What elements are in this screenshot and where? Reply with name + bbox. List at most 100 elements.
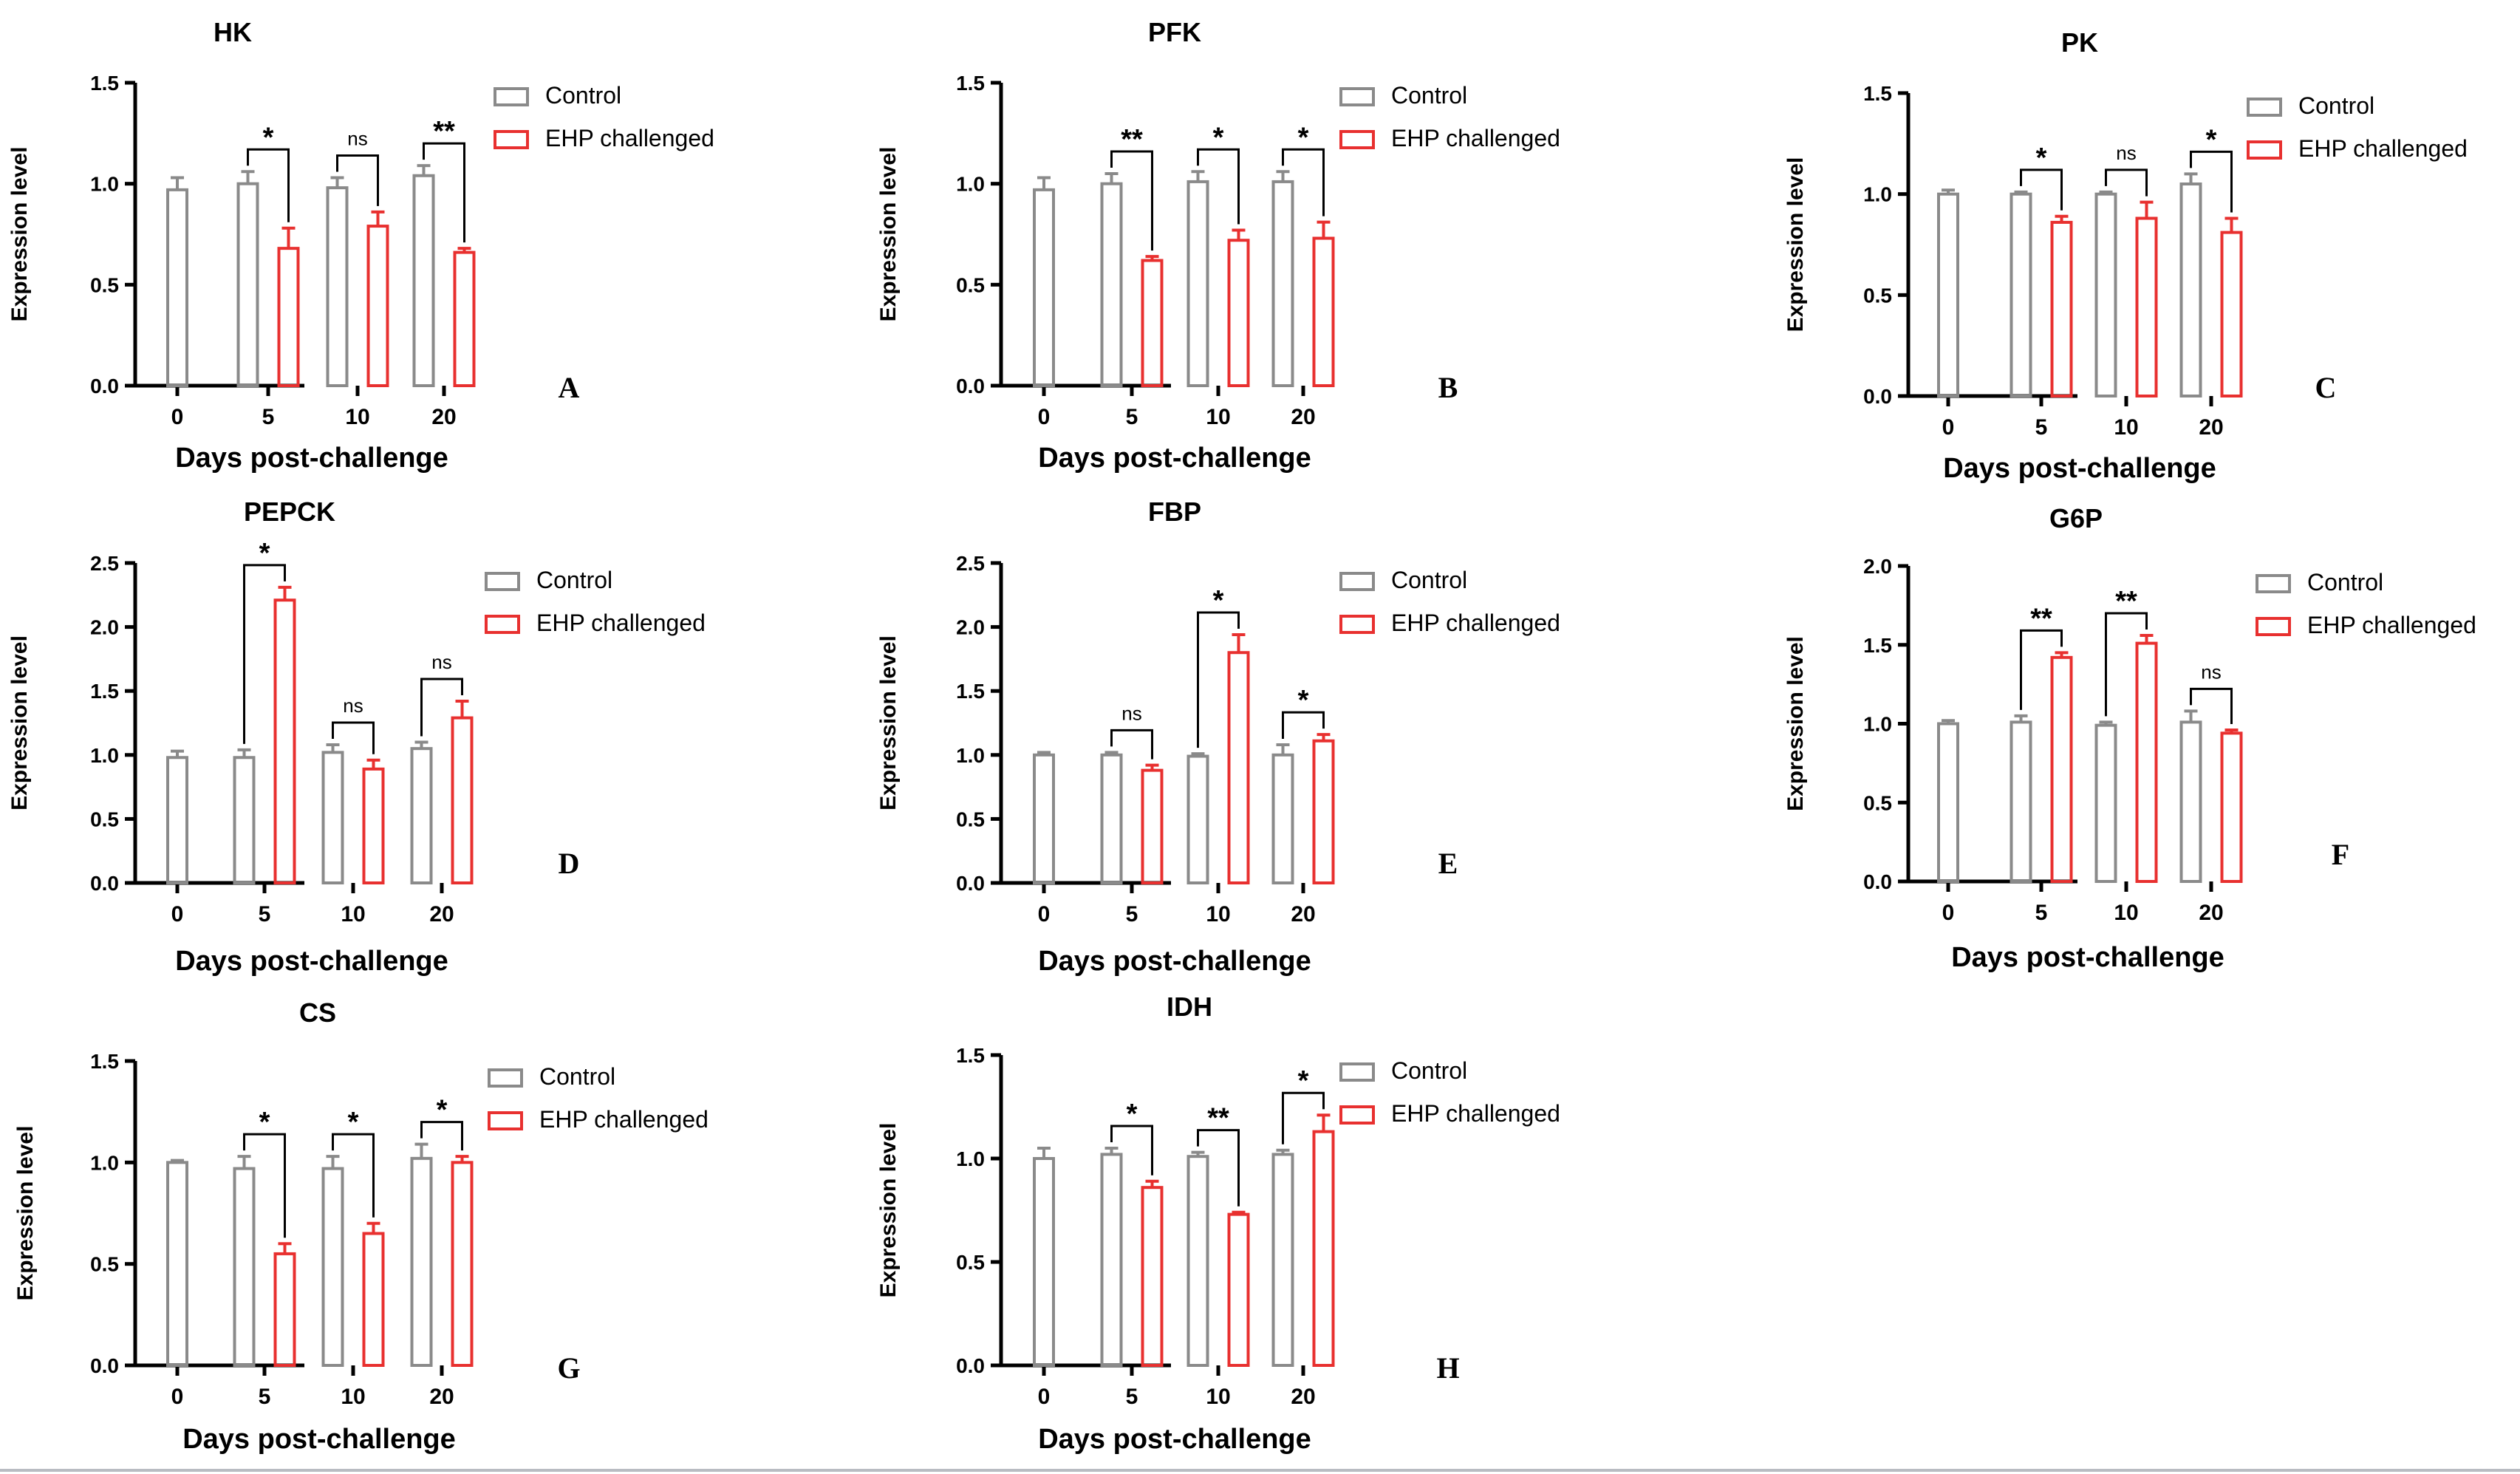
significance-bracket: * bbox=[247, 122, 290, 222]
ehp-challenged-bar bbox=[1141, 768, 1164, 884]
significance-label: * bbox=[263, 122, 274, 153]
legend-swatch bbox=[485, 615, 520, 634]
ehp-challenged-bar bbox=[1312, 1130, 1335, 1367]
x-axis-label: Days post-challenge bbox=[175, 443, 448, 474]
y-tick-label: 1.5 bbox=[1863, 82, 1892, 105]
control-bar bbox=[410, 1156, 433, 1367]
bracket-line bbox=[1197, 148, 1240, 225]
bracket-line bbox=[1282, 148, 1325, 216]
chart-panel-h: IDH 0.0 0.5 1.0 1.5 Expression level 0 5 10 20 Day… bbox=[876, 992, 1560, 1455]
x-axis-label: Days post-challenge bbox=[1038, 443, 1311, 474]
y-axis-label: Expression level bbox=[876, 147, 901, 322]
y-tick-label: 0.5 bbox=[956, 273, 985, 296]
bracket-line bbox=[2105, 168, 2148, 197]
control-bar bbox=[1033, 188, 1055, 387]
ehp-challenged-bar bbox=[1227, 1212, 1250, 1367]
y-tick-label: 0.5 bbox=[956, 808, 985, 830]
chart-title: G6P bbox=[2049, 503, 2103, 533]
x-tick-label: 0 bbox=[171, 902, 184, 927]
significance-label: * bbox=[259, 538, 270, 569]
significance-bracket: ns bbox=[420, 651, 463, 737]
significance-label: * bbox=[1127, 1099, 1138, 1130]
significance-label: ns bbox=[343, 695, 363, 717]
legend: Control EHP challenged bbox=[1339, 82, 1560, 151]
bracket-line bbox=[1197, 611, 1240, 748]
y-tick-label: 1.0 bbox=[90, 1151, 119, 1174]
chart-panel-c: PK 0.0 0.5 1.0 1.5 Expression level 0 5 10 20 Days… bbox=[1783, 27, 2468, 484]
control-bar bbox=[1033, 753, 1055, 884]
x-tick-label: 10 bbox=[345, 405, 369, 429]
bracket-line bbox=[1282, 711, 1325, 739]
x-tick-label: 5 bbox=[1126, 405, 1138, 429]
ehp-challenged-bar bbox=[1227, 239, 1250, 388]
bracket-line bbox=[2020, 168, 2063, 211]
significance-bracket: ns bbox=[2105, 142, 2148, 197]
panel-letter: B bbox=[1438, 371, 1458, 404]
x-tick-label: 10 bbox=[341, 1385, 365, 1409]
legend: Control EHP challenged bbox=[494, 82, 714, 151]
x-tick-label: 20 bbox=[1291, 902, 1315, 927]
legend-label: EHP challenged bbox=[1391, 1100, 1560, 1127]
significance-label: * bbox=[1213, 122, 1224, 153]
chart-title: HK bbox=[214, 17, 252, 47]
significance-bracket: * bbox=[1282, 685, 1325, 739]
x-tick-label: 10 bbox=[1206, 902, 1230, 927]
panel-letter: F bbox=[2332, 838, 2349, 871]
bracket-line bbox=[336, 154, 379, 206]
ehp-challenged-bar bbox=[1312, 236, 1335, 388]
ehp-challenged-bar bbox=[366, 225, 389, 388]
y-tick-label: 0.5 bbox=[90, 1253, 119, 1276]
panel-letter: G bbox=[557, 1351, 580, 1385]
x-tick-label: 5 bbox=[2035, 901, 2048, 925]
legend-label: Control bbox=[1391, 82, 1467, 109]
legend-swatch bbox=[1339, 1105, 1375, 1125]
x-tick-label: 5 bbox=[262, 405, 275, 429]
legend-swatch bbox=[1339, 87, 1375, 106]
y-tick-label: 1.0 bbox=[1863, 183, 1892, 206]
chart-title: CS bbox=[299, 997, 336, 1028]
y-tick-label: 1.5 bbox=[90, 1050, 119, 1073]
significance-bracket: * bbox=[1197, 122, 1240, 225]
y-axis-label: Expression level bbox=[7, 147, 32, 322]
y-tick-label: 0.5 bbox=[90, 273, 119, 296]
ehp-challenged-bar bbox=[2135, 216, 2158, 398]
x-tick-label: 10 bbox=[2114, 415, 2138, 440]
x-tick-label: 5 bbox=[259, 1385, 271, 1409]
ehp-challenged-bar bbox=[2050, 220, 2073, 397]
significance-bracket: * bbox=[2020, 143, 2063, 211]
control-bar bbox=[1033, 1157, 1055, 1367]
y-axis-label: Expression level bbox=[13, 1126, 38, 1301]
x-tick-label: 0 bbox=[1038, 405, 1051, 429]
legend-swatch bbox=[2256, 574, 2291, 593]
bracket-line bbox=[243, 1133, 286, 1238]
significance-bracket: ns bbox=[2190, 661, 2233, 725]
bracket-line bbox=[2020, 629, 2063, 710]
significance-label: ** bbox=[2030, 603, 2052, 634]
x-tick-label: 10 bbox=[2114, 901, 2138, 925]
ehp-challenged-bar bbox=[273, 1252, 296, 1368]
x-axis-label: Days post-challenge bbox=[1951, 942, 2224, 973]
bracket-line bbox=[332, 721, 375, 754]
bracket-line bbox=[1197, 1129, 1240, 1207]
y-tick-label: 1.0 bbox=[1863, 713, 1892, 736]
legend-label: Control bbox=[1391, 1057, 1467, 1084]
bracket-line bbox=[1282, 1091, 1325, 1144]
y-tick-label: 1.0 bbox=[956, 744, 985, 767]
panel-letter: H bbox=[1436, 1351, 1459, 1385]
significance-bracket: ns bbox=[1110, 702, 1153, 760]
significance-bracket: * bbox=[243, 1107, 286, 1238]
chart-panel-d: PEPCK 0.0 0.5 1.0 1.5 2.0 2.5 Expression level 0… bbox=[7, 497, 706, 977]
control-bar bbox=[1186, 180, 1209, 388]
legend-swatch bbox=[1339, 1062, 1375, 1082]
ehp-challenged-bar bbox=[1141, 259, 1164, 387]
control-bar bbox=[166, 1161, 188, 1368]
significance-bracket: * bbox=[1110, 1099, 1153, 1176]
legend: Control EHP challenged bbox=[1339, 1057, 1560, 1127]
y-tick-label: 0.0 bbox=[1863, 870, 1892, 893]
legend-label: EHP challenged bbox=[2307, 612, 2476, 638]
legend-label: EHP challenged bbox=[2298, 135, 2468, 162]
ehp-challenged-bar bbox=[453, 250, 476, 387]
legend-label: EHP challenged bbox=[1391, 610, 1560, 636]
y-tick-label: 0.0 bbox=[1863, 385, 1892, 408]
significance-bracket: ** bbox=[2105, 586, 2148, 717]
